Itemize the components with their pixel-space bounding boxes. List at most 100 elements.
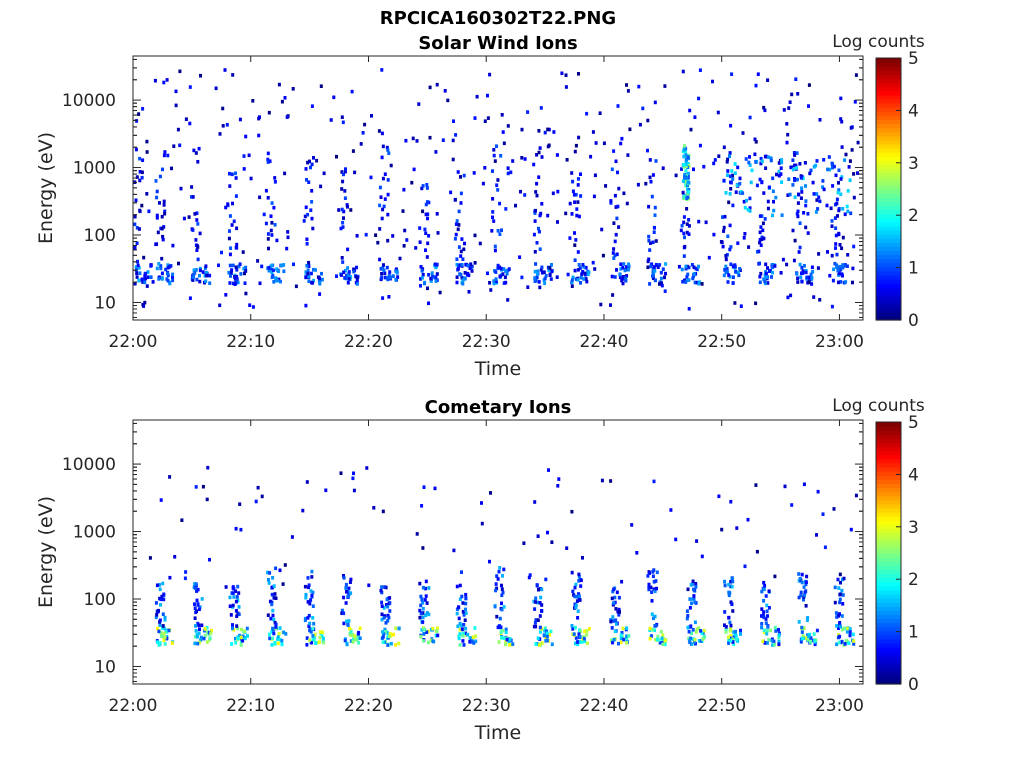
data-cell — [796, 276, 800, 281]
data-cell — [235, 274, 239, 279]
data-cell — [759, 161, 763, 166]
data-cell — [829, 206, 833, 211]
data-cell — [692, 274, 695, 278]
data-cell — [310, 575, 314, 579]
data-cell — [500, 113, 504, 117]
colorbar-swatch — [876, 610, 901, 615]
data-cell — [727, 615, 731, 620]
colorbar-swatch — [876, 107, 901, 112]
data-cell — [586, 272, 590, 277]
data-cell — [194, 629, 198, 633]
data-cell — [697, 281, 701, 286]
data-cell — [195, 632, 199, 637]
data-cell — [176, 127, 180, 132]
data-cell — [538, 285, 542, 290]
data-cell — [367, 583, 371, 588]
data-cell — [577, 592, 581, 596]
data-cell — [533, 269, 537, 274]
colorbar-swatch — [876, 303, 901, 309]
data-cell — [427, 586, 431, 590]
data-cell — [483, 166, 487, 170]
data-cell — [585, 641, 589, 646]
data-cell — [201, 484, 205, 489]
data-cell — [693, 115, 697, 119]
colorbar-swatch — [876, 229, 901, 235]
data-cell — [811, 270, 815, 274]
data-cell — [777, 639, 781, 644]
data-cell — [264, 188, 268, 193]
data-cell — [574, 605, 578, 610]
data-cell — [502, 636, 506, 641]
data-cell — [656, 265, 660, 269]
data-cell — [691, 579, 695, 584]
data-cell — [738, 267, 742, 271]
data-cell — [779, 271, 783, 275]
data-cell — [194, 586, 198, 591]
data-cell — [177, 261, 180, 266]
colorbar-swatch — [876, 540, 901, 546]
data-cell — [240, 627, 243, 632]
data-cell — [726, 157, 730, 162]
data-cell — [492, 153, 496, 158]
data-cell — [703, 634, 706, 639]
data-cell — [402, 187, 406, 192]
data-cell — [423, 627, 427, 632]
colorbar-swatch — [876, 544, 901, 550]
colorbar-swatch — [876, 287, 901, 292]
data-cell — [283, 563, 287, 567]
data-cell — [468, 640, 472, 644]
data-cell — [843, 642, 847, 646]
data-cell — [539, 106, 543, 110]
colorbar-swatch — [876, 446, 901, 452]
data-cell — [159, 264, 163, 268]
data-cell — [464, 601, 468, 606]
data-cell — [239, 527, 243, 532]
colorbar-swatch — [876, 164, 901, 170]
data-cell — [674, 537, 678, 542]
data-cell — [246, 634, 249, 638]
data-cell — [831, 162, 834, 166]
data-cell — [577, 177, 580, 181]
data-cell — [418, 615, 422, 620]
data-cell — [243, 281, 247, 285]
data-cell — [832, 507, 836, 511]
data-cell — [739, 304, 743, 308]
data-cell — [349, 208, 353, 212]
colorbar-swatch — [876, 520, 901, 525]
data-cell — [342, 216, 345, 220]
data-cell — [382, 204, 386, 209]
data-cell — [427, 640, 430, 645]
data-cell — [573, 200, 577, 204]
data-cell — [728, 620, 732, 625]
data-cell — [799, 176, 803, 180]
data-cell — [722, 225, 726, 230]
data-cell — [443, 89, 447, 93]
data-cell — [556, 189, 560, 194]
data-cell — [535, 241, 539, 245]
colorbar-swatch — [876, 557, 901, 562]
data-cell — [651, 240, 655, 245]
data-cell — [735, 183, 739, 188]
data-cell — [377, 129, 381, 133]
data-cell — [734, 629, 737, 634]
data-cell — [354, 638, 358, 642]
data-cell — [684, 175, 688, 180]
data-cell — [571, 179, 575, 184]
colorbar-tick-label: 3 — [908, 518, 919, 538]
data-cell — [494, 582, 498, 586]
data-cell — [795, 272, 799, 276]
data-cell — [797, 595, 801, 600]
x-tick-label: 22:40 — [579, 332, 628, 352]
data-cell — [712, 232, 716, 237]
data-cell — [555, 275, 559, 279]
data-cell — [459, 175, 462, 179]
data-cell — [424, 202, 428, 207]
data-cell — [402, 244, 406, 248]
data-cell — [405, 238, 409, 242]
data-cell — [158, 174, 162, 179]
data-cell — [491, 210, 495, 214]
data-cell — [234, 589, 238, 594]
data-cell — [381, 207, 385, 212]
data-cell — [626, 267, 630, 272]
data-cell — [812, 192, 816, 196]
